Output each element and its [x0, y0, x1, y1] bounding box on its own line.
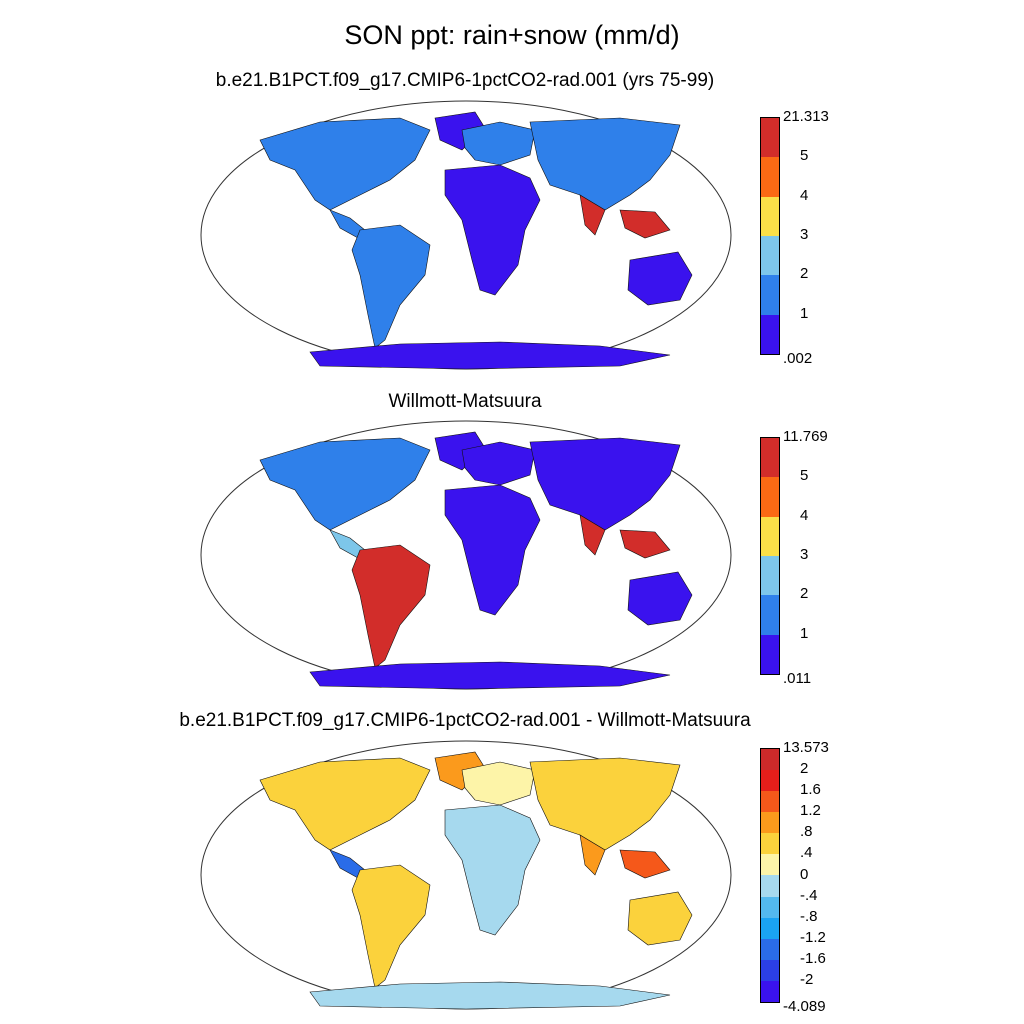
- panel-1-map: [200, 100, 732, 370]
- africa-landmass: [444, 164, 541, 296]
- panel-2-continents: [259, 431, 693, 690]
- asia-landmass: [529, 117, 681, 211]
- north-america-landmass: [259, 757, 431, 851]
- panel-1-title: b.e21.B1PCT.f09_g17.CMIP6-1pctCO2-rad.00…: [215, 70, 715, 91]
- colorbar-label: -2: [800, 970, 814, 988]
- colorbar-segment: [761, 555, 779, 596]
- australia-landmass: [627, 891, 693, 946]
- india-landmass: [579, 834, 606, 876]
- panel-3-colorbar: [760, 748, 780, 1003]
- australia-landmass: [627, 571, 693, 626]
- north-america-landmass: [259, 437, 431, 531]
- antarctica-landmass: [309, 661, 671, 690]
- colorbar-segment: [761, 896, 779, 918]
- colorbar-segment: [761, 477, 779, 517]
- africa-landmass: [444, 484, 541, 616]
- colorbar-label: 3: [800, 226, 809, 243]
- colorbar-segment: [761, 791, 779, 813]
- colorbar-label: -4.089: [783, 998, 826, 1015]
- colorbar-segment: [761, 833, 779, 855]
- colorbar-segment: [761, 516, 779, 556]
- colorbar-segment: [761, 875, 779, 897]
- europe-landmass: [461, 761, 536, 806]
- asia-landmass: [529, 437, 681, 531]
- panel-3-map: [200, 740, 732, 1010]
- colorbar-label: .8: [800, 823, 813, 841]
- north-america-landmass: [259, 117, 431, 211]
- south-america-landmass: [351, 864, 431, 989]
- colorbar-label: -.8: [800, 907, 818, 925]
- se-asia-landmass: [619, 529, 671, 559]
- colorbar-label: 4: [800, 186, 809, 204]
- colorbar-segment: [761, 157, 779, 197]
- colorbar-label: 3: [800, 546, 809, 563]
- se-asia-landmass: [619, 209, 671, 239]
- panel-2-colorbar: [760, 437, 780, 675]
- colorbar-label: .002: [783, 350, 813, 367]
- colorbar-segment: [761, 749, 779, 771]
- colorbar-segment: [761, 770, 779, 792]
- africa-landmass: [444, 804, 541, 936]
- colorbar-label: 1: [800, 624, 809, 642]
- colorbar-segment: [761, 854, 779, 876]
- colorbar-label: .4: [800, 844, 813, 862]
- colorbar-segment: [761, 438, 779, 478]
- colorbar-label: 2: [800, 585, 809, 603]
- panel-1-continents: [259, 111, 693, 370]
- colorbar-segment: [761, 314, 779, 354]
- south-america-landmass: [351, 224, 431, 349]
- colorbar-label: 1.2: [800, 802, 821, 820]
- colorbar-label: 2: [800, 760, 809, 778]
- figure-title: SON ppt: rain+snow (mm/d): [344, 20, 680, 50]
- asia-landmass: [529, 757, 681, 851]
- panel-1-colorbar: [760, 117, 780, 355]
- colorbar-segment: [761, 980, 779, 1002]
- colorbar-segment: [761, 595, 779, 635]
- colorbar-label: -1.6: [800, 949, 826, 967]
- colorbar-label: 2: [800, 265, 809, 283]
- europe-landmass: [461, 121, 536, 166]
- colorbar-segment: [761, 917, 779, 939]
- colorbar-label: 1: [800, 304, 809, 322]
- colorbar-label: 5: [800, 467, 809, 485]
- panel-2-title: Willmott-Matsuura: [388, 391, 542, 412]
- europe-landmass: [461, 441, 536, 486]
- se-asia-landmass: [619, 849, 671, 879]
- colorbar-segment: [761, 812, 779, 834]
- colorbar-segment: [761, 275, 779, 315]
- antarctica-landmass: [309, 981, 671, 1010]
- panel-2-map: [200, 420, 732, 690]
- colorbar-label: 1.6: [800, 781, 821, 799]
- antarctica-landmass: [309, 341, 671, 370]
- colorbar-label: 13.573: [783, 739, 829, 756]
- colorbar-label: 11.769: [783, 428, 828, 445]
- panel-3-continents: [259, 751, 693, 1010]
- south-america-landmass: [351, 544, 431, 669]
- colorbar-label: 0: [800, 865, 809, 883]
- colorbar-label: .011: [783, 670, 812, 687]
- india-landmass: [579, 514, 606, 556]
- colorbar-segment: [761, 959, 779, 981]
- australia-landmass: [627, 251, 693, 306]
- colorbar-segment: [761, 196, 779, 236]
- colorbar-segment: [761, 235, 779, 276]
- india-landmass: [579, 194, 606, 236]
- colorbar-label: 4: [800, 506, 809, 524]
- panel-3-title: b.e21.B1PCT.f09_g17.CMIP6-1pctCO2-rad.00…: [179, 710, 751, 731]
- colorbar-label: -.4: [800, 886, 818, 904]
- colorbar-label: -1.2: [800, 928, 826, 946]
- colorbar-segment: [761, 118, 779, 158]
- colorbar-label: 5: [800, 147, 809, 165]
- colorbar-segment: [761, 634, 779, 674]
- colorbar-segment: [761, 938, 779, 960]
- colorbar-label: 21.313: [783, 108, 829, 125]
